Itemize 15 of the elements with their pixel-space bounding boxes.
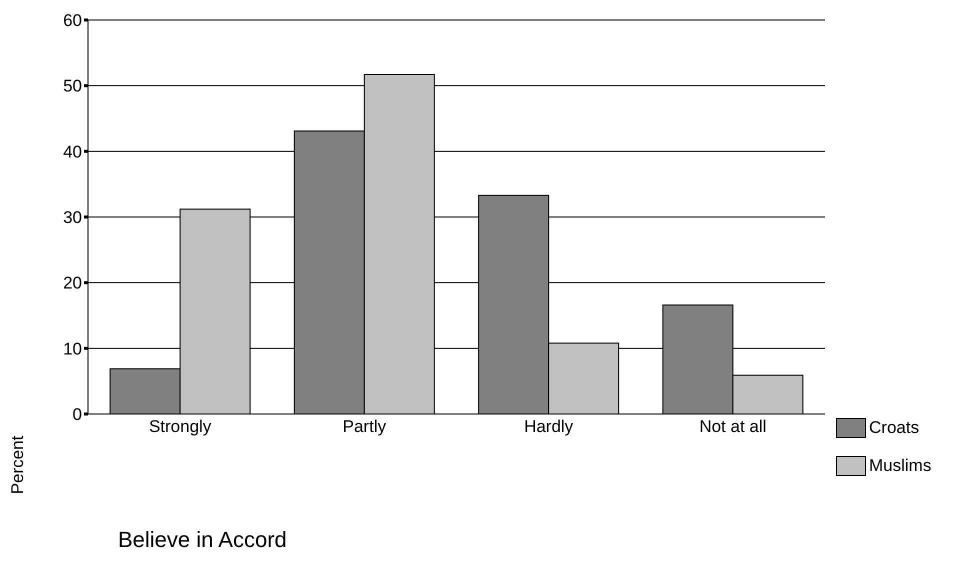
x-tick-label: Hardly: [524, 417, 574, 436]
y-axis-title: Percent: [8, 436, 28, 494]
x-tick-label: Strongly: [148, 417, 212, 436]
legend-label: Croats: [869, 418, 920, 438]
y-tick-label: 10: [63, 339, 82, 358]
x-tick-label: Partly: [342, 417, 387, 436]
y-tick-label: 40: [63, 142, 82, 162]
x-tick-label: Not at all: [699, 417, 766, 436]
y-tick-label: 0: [72, 405, 82, 424]
legend-label: Muslims: [869, 456, 932, 476]
y-tick-label: 20: [63, 274, 82, 293]
y-tick-label: 50: [63, 76, 82, 96]
y-tick-label: 30: [63, 208, 82, 228]
x-axis-title: Believe in Accord: [118, 527, 287, 553]
y-tick-label: 60: [63, 11, 82, 30]
